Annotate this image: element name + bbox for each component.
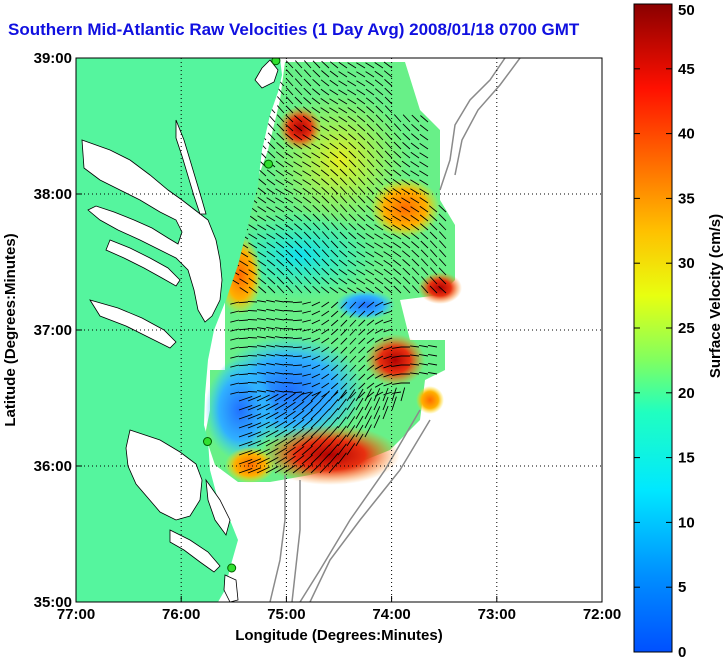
y-axis-label: Latitude (Degrees:Minutes) xyxy=(2,233,19,426)
x-tick-label: 74:00 xyxy=(372,606,410,623)
chart-title: Southern Mid-Atlantic Raw Velocities (1 … xyxy=(8,20,580,39)
x-tick-label: 73:00 xyxy=(478,606,516,623)
y-tick-label: 36:00 xyxy=(34,458,72,475)
bays xyxy=(81,59,279,602)
x-tick-label: 77:00 xyxy=(57,606,95,623)
bathymetry-contours xyxy=(269,58,521,602)
radar-sites xyxy=(203,58,281,573)
y-tick-label: 38:00 xyxy=(34,186,72,203)
x-tick-label: 75:00 xyxy=(267,606,305,623)
radar-site-marker xyxy=(203,437,212,447)
radar-site-marker xyxy=(264,159,274,169)
x-tick-label: 76:00 xyxy=(162,606,200,623)
x-axis-ticks: 77:00 76:00 75:00 74:00 73:00 72:00 xyxy=(57,596,621,623)
y-tick-label: 39:00 xyxy=(34,50,72,67)
velocity-arrow-set xyxy=(230,60,447,474)
velocity-arrows xyxy=(230,60,447,474)
radar-site-marker xyxy=(271,58,281,66)
y-axis-ticks: 35:00 36:00 37:00 38:00 39:00 xyxy=(34,50,82,611)
grid-lines xyxy=(76,58,602,602)
radar-site-marker xyxy=(227,563,237,573)
x-axis-label: Longitude (Degrees:Minutes) xyxy=(235,627,443,644)
y-tick-label: 35:00 xyxy=(34,594,72,611)
y-tick-label: 37:00 xyxy=(34,322,72,339)
x-tick-label: 72:00 xyxy=(583,606,621,623)
